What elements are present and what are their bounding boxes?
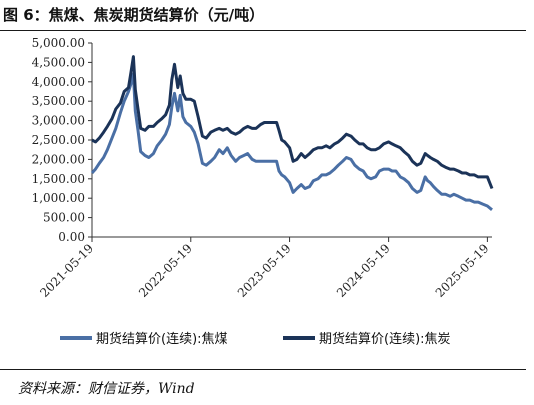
y-tick-label: 0.00 — [58, 230, 85, 244]
y-tick-label: 4,000.00 — [32, 75, 85, 89]
figure-title: 图 6：焦煤、焦炭期货结算价（元/吨） — [3, 6, 265, 24]
x-tick-label: 2022-05-19 — [136, 241, 195, 300]
y-tick-label: 1,000.00 — [32, 191, 85, 205]
x-tick-label: 2024-05-19 — [334, 241, 393, 300]
series-line-2 — [91, 55, 494, 190]
y-tick-label: 5,000.00 — [32, 36, 85, 50]
bottom-rule — [0, 369, 526, 370]
y-tick-label: 2,500.00 — [32, 133, 85, 147]
y-tick-label: 4,500.00 — [32, 55, 85, 69]
x-tick-label: 2021-05-19 — [37, 241, 96, 300]
source-note: 资料来源：财信证券，Wind — [18, 381, 195, 397]
series-lines — [90, 55, 494, 211]
series-line-1 — [90, 72, 493, 211]
y-tick-label: 3,000.00 — [32, 114, 85, 128]
x-tick-label: 2023-05-19 — [235, 241, 294, 300]
y-tick-label: 2,000.00 — [32, 152, 85, 166]
legend-label: 期货结算价(连续):焦煤 — [96, 331, 228, 347]
top-rule — [0, 30, 526, 31]
y-tick-label: 3,500.00 — [32, 94, 85, 108]
y-axis-ticks: 0.00 500.00 1,000.00 1,500.00 2,000.00 2,500.… — [32, 36, 92, 244]
chart-axes — [91, 43, 492, 238]
y-tick-label: 1,500.00 — [32, 172, 85, 186]
x-axis-ticks: 2021-05-19 2022-05-19 2023-05-19 2024-05-19… — [37, 237, 492, 300]
x-tick-label: 2025-05-19 — [433, 241, 492, 300]
chart-legend: 期货结算价(连续):焦煤 期货结算价(连续):焦炭 — [60, 331, 451, 347]
legend-label: 期货结算价(连续):焦炭 — [319, 331, 451, 347]
line-chart: 0.00 500.00 1,000.00 1,500.00 2,000.00 2,500.… — [32, 36, 494, 347]
y-tick-label: 500.00 — [43, 211, 85, 225]
